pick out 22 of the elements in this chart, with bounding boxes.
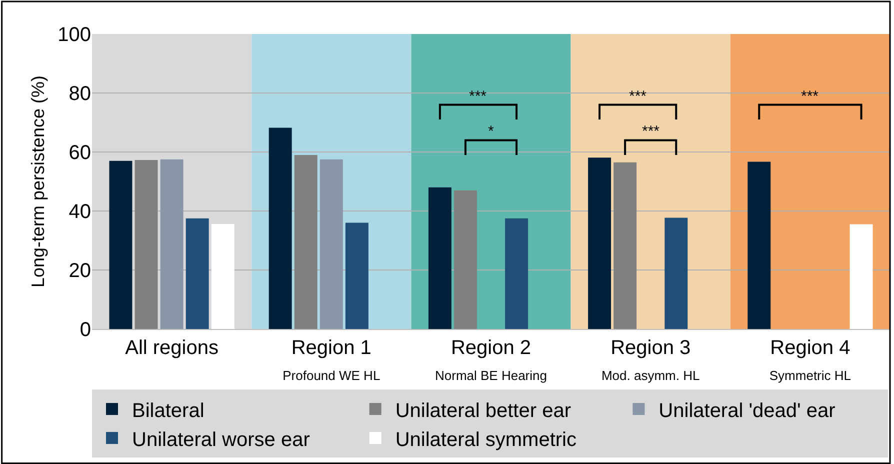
annotation: ***: [629, 88, 647, 105]
y-axis-title: Long-term persistence (%): [28, 75, 48, 288]
x-tick-label: Region 3 Mod. asymm. HL: [601, 337, 700, 383]
legend-label: Unilateral 'dead' ear: [658, 400, 836, 422]
y-tick-label: 20: [68, 260, 91, 282]
legend-label: Unilateral worse ear: [132, 428, 310, 451]
y-tick-label: 60: [68, 142, 91, 164]
x-tick-label: Region 1 Profound WE HL: [282, 337, 380, 383]
y-tick-label: 100: [58, 24, 91, 46]
y-tick-label: 0: [80, 319, 91, 341]
x-tick-label: Region 2 Normal BE Hearing: [435, 337, 547, 383]
x-tick-label: All regions: [125, 337, 218, 359]
annotation: ***: [469, 88, 487, 105]
legend-label: Unilateral better ear: [395, 400, 572, 422]
legend-label: Bilateral: [132, 400, 204, 422]
y-tick-label: 40: [68, 201, 91, 223]
annotation: ***: [642, 123, 660, 140]
x-tick-label: Region 4 Symmetric HL: [769, 337, 852, 383]
y-tick-label: 80: [68, 83, 91, 105]
annotation: ***: [801, 88, 819, 105]
annotation: *: [488, 123, 494, 140]
legend-label: Unilateral symmetric: [395, 428, 576, 451]
